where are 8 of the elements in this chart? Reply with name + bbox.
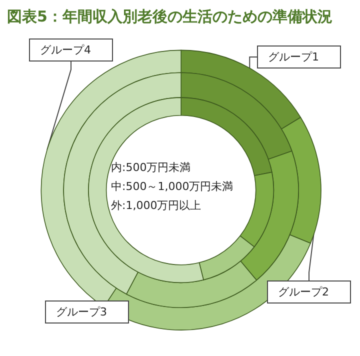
slice-label: グループ1 (268, 50, 319, 64)
text: 内:500万円未満 (111, 161, 191, 174)
text: 外:1,000万円以上 (111, 199, 202, 212)
text: 中:500～1,000万円未満 (111, 180, 234, 193)
slice-label: グループ3 (56, 306, 107, 318)
slice-label: グループ4 (40, 44, 91, 56)
slice-label: グループ2 (278, 286, 329, 298)
chart-title: 図表5：年間収入別老後の生活のための準備状況 (7, 8, 332, 26)
